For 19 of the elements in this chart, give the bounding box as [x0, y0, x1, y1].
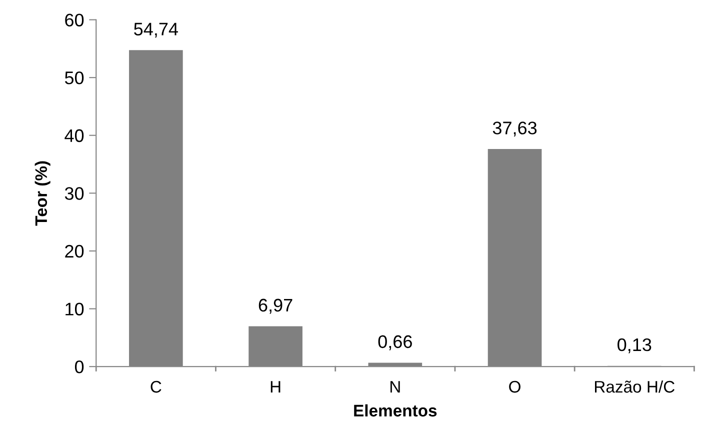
y-tick-label: 10: [66, 302, 84, 316]
data-label: 37,63: [492, 122, 537, 137]
y-tick-label: 30: [64, 187, 84, 200]
data-label: 0,66: [378, 335, 412, 350]
x-axis-title: Elementos: [354, 404, 437, 417]
x-tick-label: N: [390, 381, 400, 393]
y-axis-title: Teor (%): [34, 161, 50, 226]
data-label: 6,97: [258, 298, 292, 314]
x-tick-label: Razão H/C: [595, 380, 675, 393]
x-tick-label: H: [270, 381, 280, 393]
y-tick-label: 50: [64, 71, 84, 84]
y-tick-label: 40: [64, 129, 84, 142]
x-tick-label: O: [509, 380, 520, 393]
data-label: 0,13: [618, 338, 652, 354]
y-tick-label: 20: [65, 244, 84, 258]
y-tick-label: 0: [74, 360, 84, 374]
y-tick-label: 60: [65, 14, 84, 26]
x-tick-label: C: [150, 380, 162, 393]
data-label: 54,74: [134, 22, 178, 38]
